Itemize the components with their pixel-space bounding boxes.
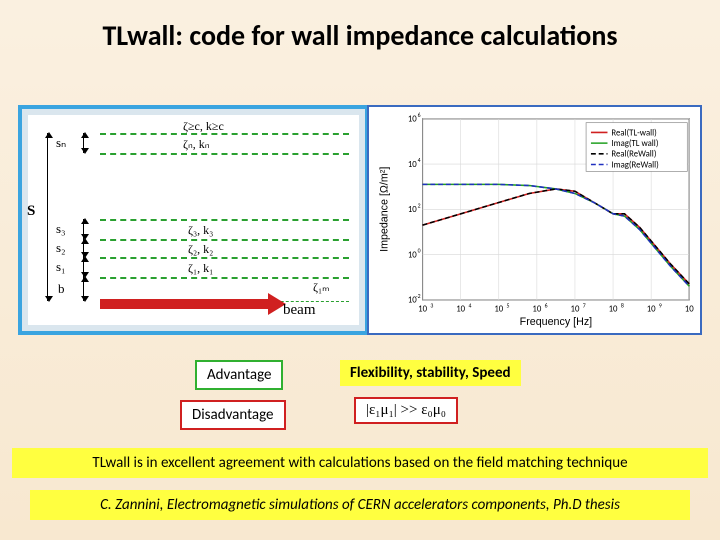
svg-text:10: 10: [456, 304, 465, 314]
svg-text:9: 9: [659, 302, 662, 310]
layer-props: ζₙ, kₙ: [183, 137, 210, 152]
svg-text:10: 10: [532, 304, 541, 314]
impedance-chart: 103104105106107108109101010-210010210410…: [373, 111, 696, 329]
layer-label: sₙ: [56, 135, 66, 151]
slide-title: TLwall: code for wall impedance calculat…: [0, 0, 720, 61]
svg-text:10: 10: [408, 160, 417, 170]
svg-text:7: 7: [583, 302, 586, 310]
layer-diagram: S sₙ ζ≥c, k≥c ζₙ, kₙ s₃ ζ₃, k₃ s₂ ζ₂, k₂…: [28, 115, 359, 325]
layer-span-arrow: [72, 133, 94, 153]
svg-text:10: 10: [571, 304, 580, 314]
svg-text:10: 10: [408, 250, 417, 260]
layer-span-arrow: [72, 219, 94, 239]
layer-span-arrow: [72, 239, 94, 257]
disadvantage-formula: |ε₁μ₁| >> ε₀μ₀: [354, 397, 458, 424]
layer-line: [100, 219, 349, 221]
svg-text:10: 10: [408, 115, 417, 125]
svg-text:4: 4: [468, 302, 471, 310]
layer-label: s₁: [56, 259, 66, 275]
layer-props: ζ₁ₘ: [313, 280, 330, 295]
layer-line: [100, 257, 349, 259]
svg-text:10: 10: [408, 205, 417, 215]
layer-props: ζ₂, k₂: [188, 242, 213, 257]
model-diagram-panel: S sₙ ζ≥c, k≥c ζₙ, kₙ s₃ ζ₃, k₃ s₂ ζ₂, k₂…: [18, 105, 369, 335]
panels-row: S sₙ ζ≥c, k≥c ζₙ, kₙ s₃ ζ₃, k₃ s₂ ζ₂, k₂…: [18, 105, 702, 335]
total-thickness-arrow: [36, 133, 58, 301]
layer-props: ζ₃, k₃: [188, 223, 213, 238]
layer-label: b: [58, 281, 65, 297]
svg-text:10: 10: [685, 304, 694, 314]
svg-text:Imag(ReWall): Imag(ReWall): [611, 160, 659, 170]
advantage-value: Flexibility, stability, Speed: [340, 360, 521, 386]
svg-text:6: 6: [545, 302, 548, 310]
svg-text:Real(TL-wall): Real(TL-wall): [611, 128, 657, 138]
svg-text:6: 6: [418, 111, 421, 119]
disadvantage-tag: Disadvantage: [180, 400, 286, 430]
svg-text:Imag(TL wall): Imag(TL wall): [611, 139, 658, 149]
footer-note-1: TLwall is in excellent agreement with ca…: [12, 448, 708, 478]
footer-citation: C. Zannini, Electromagnetic simulations …: [30, 490, 690, 520]
svg-text:10: 10: [647, 304, 656, 314]
svg-text:5: 5: [507, 302, 510, 310]
svg-text:10: 10: [609, 304, 618, 314]
svg-text:2: 2: [418, 201, 421, 209]
advantage-tag: Advantage: [195, 360, 283, 390]
svg-text:10: 10: [494, 304, 503, 314]
svg-text:0: 0: [418, 247, 421, 255]
beam-label: beam: [283, 302, 315, 319]
layer-line: [100, 153, 349, 155]
svg-text:10: 10: [418, 304, 427, 314]
svg-text:3: 3: [430, 302, 433, 310]
beam-arrow: [100, 299, 270, 309]
svg-text:8: 8: [621, 302, 624, 310]
svg-text:-2: -2: [416, 292, 421, 300]
layer-line: [100, 133, 349, 135]
layer-line: [100, 277, 349, 279]
svg-text:Impedance [Ω/m²]: Impedance [Ω/m²]: [379, 167, 391, 252]
layer-label: s₂: [56, 240, 66, 256]
layer-props: ζ₁, k₁: [188, 261, 213, 276]
svg-text:Real(ReWall): Real(ReWall): [611, 150, 656, 160]
layer-span-arrow: [72, 257, 94, 277]
layer-props: ζ≥c, k≥c: [183, 119, 224, 134]
layer-line: [100, 239, 349, 241]
total-thickness-label: S: [27, 203, 35, 220]
layer-span-arrow: [72, 277, 94, 301]
svg-text:4: 4: [418, 156, 421, 164]
layer-label: s₃: [56, 221, 66, 237]
svg-text:Frequency [Hz]: Frequency [Hz]: [520, 316, 592, 328]
chart-panel: 103104105106107108109101010-210010210410…: [367, 105, 702, 335]
